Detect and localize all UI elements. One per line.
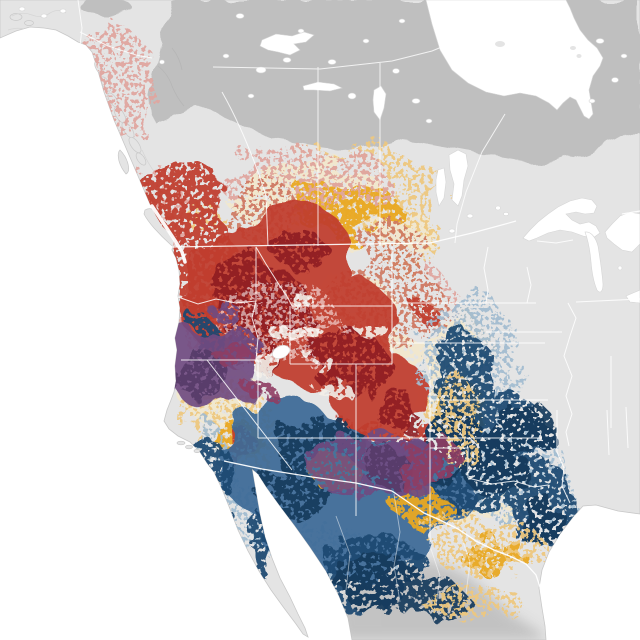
small-lake: [448, 228, 456, 234]
small-lake: [222, 53, 230, 59]
small-lake: [425, 118, 433, 124]
us-state-borders: [177, 239, 640, 544]
political-boundaries: [77, 0, 640, 607]
canada-borders: [77, 0, 506, 247]
abundance-blob: [292, 149, 388, 201]
abundance-blob: [390, 489, 450, 521]
abundance-blob: [308, 330, 388, 394]
channel-island: [176, 440, 186, 446]
small-lake: [18, 6, 26, 12]
abundance-purple-dark: [170, 348, 416, 486]
small-lake: [297, 28, 305, 34]
bay-island: [495, 41, 505, 47]
lake-athabasca: [302, 81, 343, 92]
small-lake: [347, 92, 357, 100]
abundance-blob: [314, 379, 350, 397]
alexander-island: [135, 152, 147, 166]
small-lake: [392, 68, 400, 74]
small-lake: [466, 213, 474, 219]
terrain-ridges-north: [157, 47, 185, 107]
abundance-blob: [211, 301, 239, 323]
abundance-magenta: [212, 340, 460, 493]
small-lake: [411, 98, 421, 104]
bay-islands: [495, 41, 582, 58]
water-bodies: [18, 0, 640, 359]
small-lake: [495, 205, 501, 211]
small-lake: [235, 13, 245, 19]
small-lake: [159, 59, 165, 65]
abundance-blob: [170, 348, 226, 400]
haida-gwaii-island: [117, 149, 130, 175]
ridge-line: [157, 65, 185, 107]
small-lake: [611, 77, 619, 83]
small-lake: [398, 18, 406, 24]
small-lake: [588, 98, 596, 104]
abundance-blob: [86, 26, 130, 50]
abundance-blob: [356, 322, 388, 338]
mexico-state-borders: [335, 493, 471, 607]
abundance-blob: [205, 244, 265, 296]
abundance-blob: [274, 230, 326, 270]
small-lake: [59, 8, 67, 14]
lake-michigan: [584, 231, 604, 293]
abundance-blob: [365, 218, 425, 266]
puget-sound-strait: [150, 204, 187, 264]
small-lake: [595, 38, 605, 44]
abundance-blob: [308, 354, 332, 366]
us-mexico-border: [223, 460, 542, 591]
small-lake: [282, 57, 292, 63]
no-data-patch: [79, 0, 131, 14]
abundance-blob: [373, 388, 417, 428]
small-lake: [620, 53, 628, 59]
abundance-blob: [408, 437, 460, 473]
kodiak-island: [24, 20, 34, 26]
small-lake: [362, 38, 370, 44]
hudson-bay: [425, 0, 604, 120]
small-lake: [327, 59, 337, 65]
great-slave-lake: [259, 31, 315, 56]
us-canada-border: [170, 210, 640, 248]
small-lake: [503, 212, 509, 217]
small-lake: [247, 93, 255, 99]
abundance-blob: [508, 404, 552, 432]
abundance-blob: [396, 467, 436, 493]
abundance-blob: [212, 340, 248, 364]
lake-winnipeg: [448, 149, 469, 207]
lake-huron: [604, 211, 640, 253]
lake-st-clair: [617, 265, 623, 271]
small-lake: [255, 66, 267, 74]
ridge-line: [171, 47, 183, 71]
abundance-blob: [246, 380, 274, 400]
abundance-blob: [420, 580, 520, 620]
channel-island: [185, 444, 193, 450]
lake-winnipegosis: [435, 167, 447, 207]
great-salt-lake: [272, 345, 290, 359]
bay-island: [570, 46, 576, 50]
bay-island: [576, 54, 582, 58]
small-lake: [40, 13, 48, 19]
lake-superior: [522, 197, 601, 242]
